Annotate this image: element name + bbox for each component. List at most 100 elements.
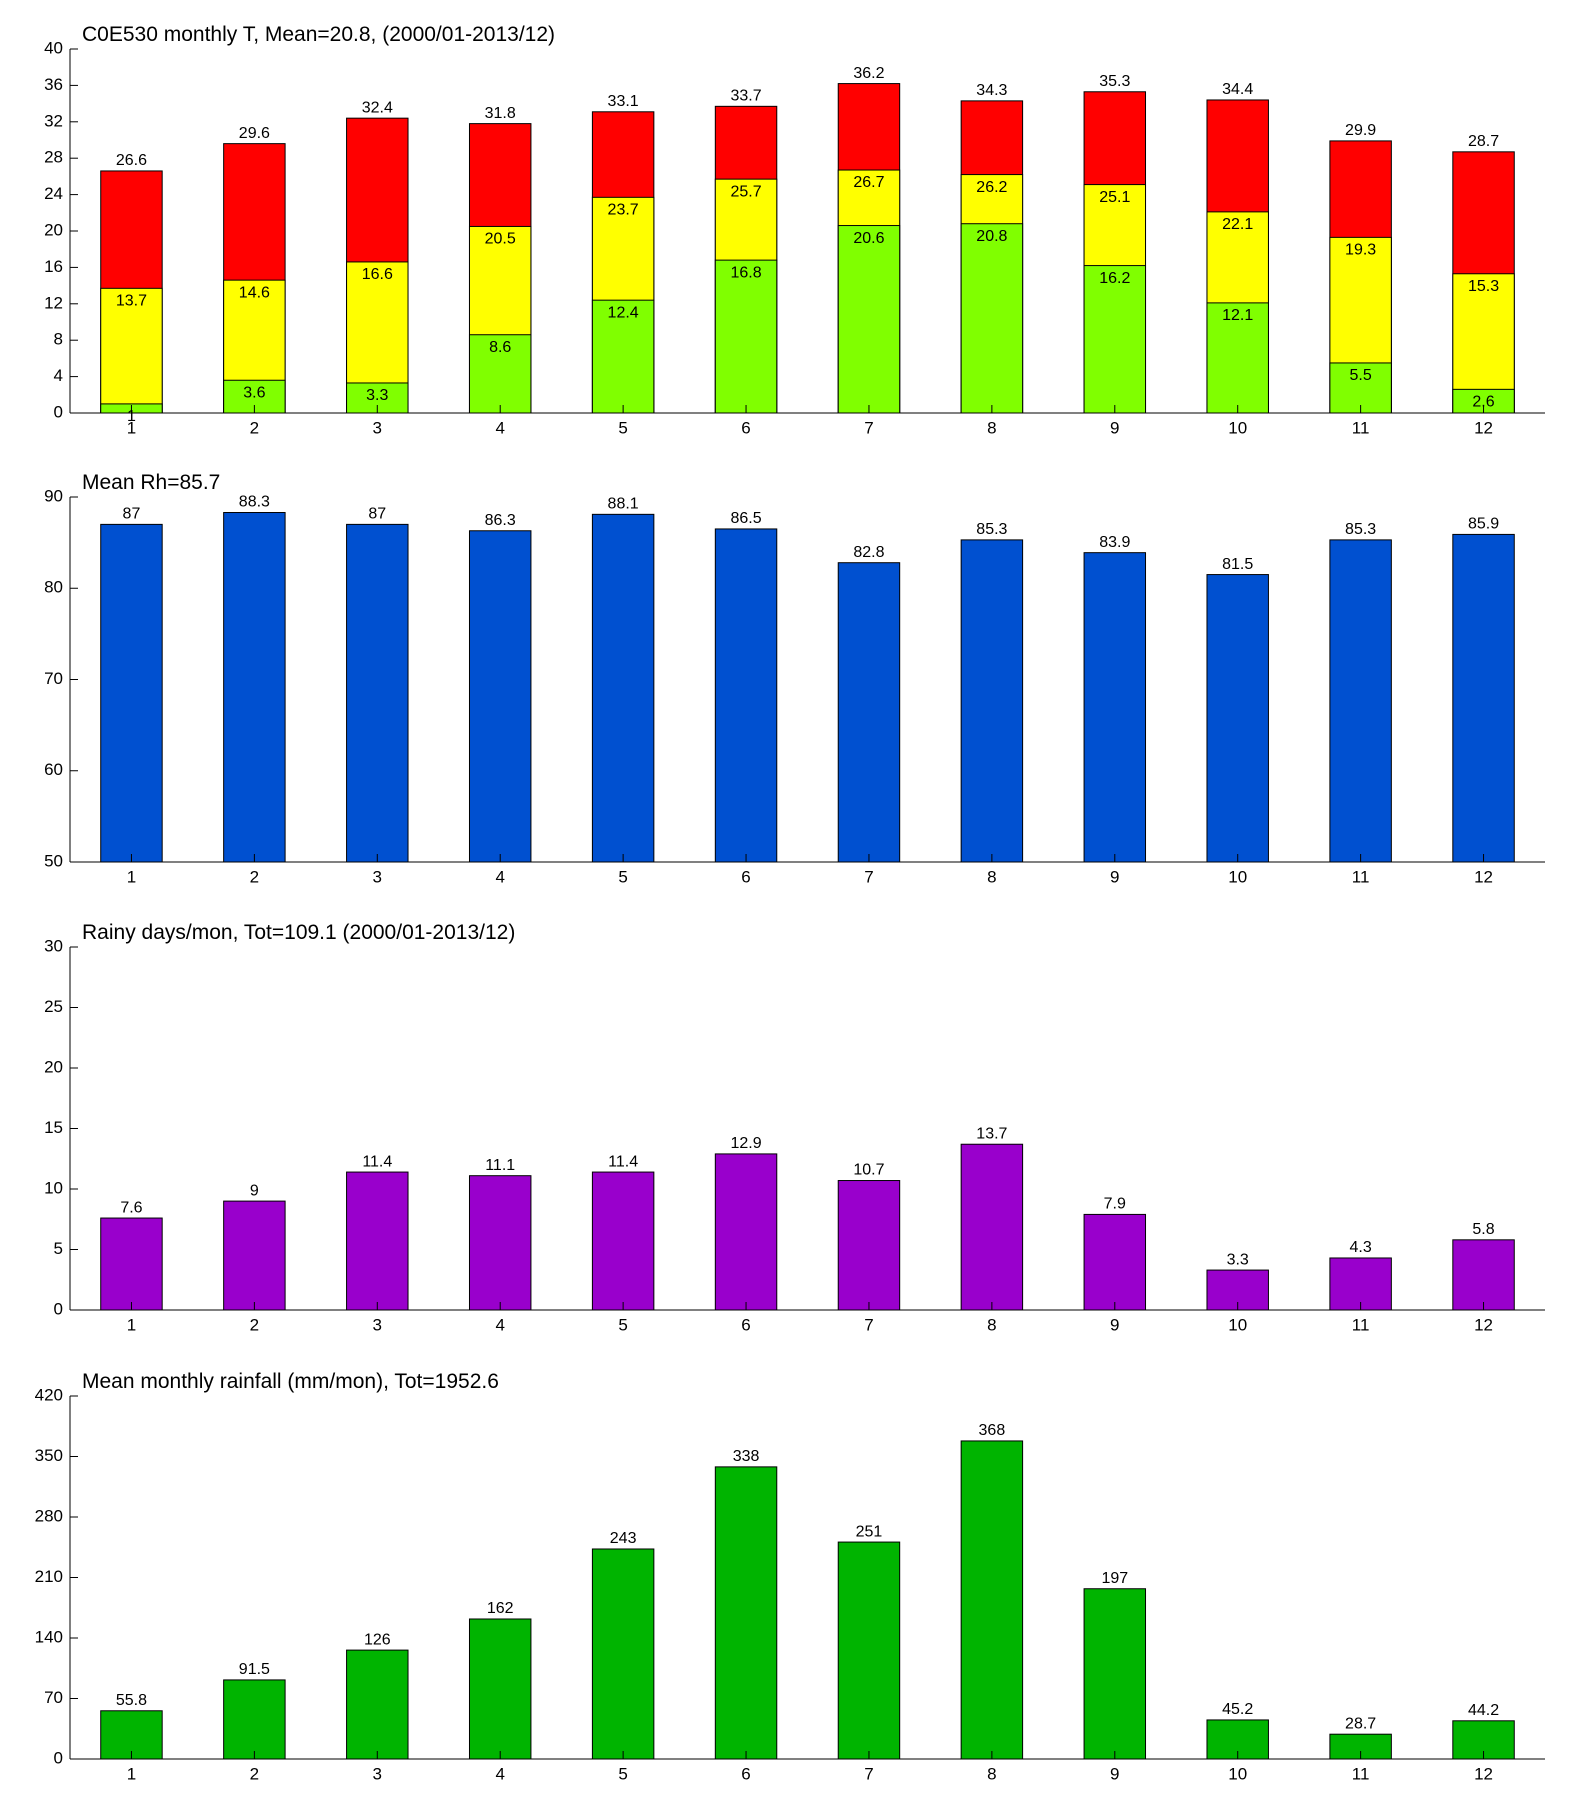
- data-label: 13.7: [976, 1125, 1007, 1142]
- bar: [960, 1440, 1024, 1760]
- x-tick-label: 11: [1352, 418, 1370, 437]
- y-tick-label: 20: [44, 220, 63, 239]
- data-label: 85.9: [1468, 516, 1499, 533]
- data-label: 3.3: [1227, 1251, 1249, 1268]
- bar: [1329, 1257, 1392, 1311]
- x-tick-label: 1: [127, 418, 136, 437]
- bar: [1452, 533, 1515, 863]
- x-tick-label: 11: [1352, 1764, 1370, 1783]
- y-tick-label: 32: [44, 111, 63, 130]
- bar: [468, 530, 532, 863]
- y-tick-label: 12: [44, 293, 63, 312]
- y-tick-label: 28: [44, 148, 63, 167]
- data-label: 7.9: [1104, 1196, 1126, 1213]
- x-tick-label: 7: [864, 418, 873, 437]
- data-label: 8.6: [489, 339, 511, 356]
- x-tick-label: 5: [618, 1315, 627, 1334]
- x-tick-label: 6: [741, 418, 750, 437]
- data-label: 19.3: [1345, 242, 1376, 259]
- bar: [346, 1171, 409, 1311]
- x-tick-label: 4: [495, 418, 504, 437]
- y-tick-label: 16: [44, 257, 63, 276]
- x-tick-label: 4: [495, 1764, 504, 1783]
- y-tick-label: 0: [54, 402, 63, 421]
- x-tick-label: 7: [864, 867, 873, 886]
- bar: [223, 1679, 286, 1760]
- y-tick-label: 20: [44, 1057, 63, 1076]
- x-tick-label: 3: [373, 418, 382, 437]
- data-label: 11.4: [608, 1153, 638, 1170]
- data-label: 33.7: [730, 88, 761, 105]
- data-label: 26.6: [116, 152, 147, 169]
- data-label: 3.6: [243, 384, 265, 401]
- bar: [100, 1710, 163, 1760]
- bar: [100, 287, 163, 414]
- bar: [1329, 362, 1392, 414]
- x-tick-label: 10: [1228, 418, 1247, 437]
- data-label: 16.8: [730, 264, 761, 281]
- data-label: 197: [1101, 1570, 1128, 1587]
- bar: [1083, 1213, 1147, 1311]
- x-tick-label: 1: [127, 867, 136, 886]
- bar: [1329, 539, 1392, 863]
- x-tick-label: 8: [987, 418, 996, 437]
- data-label: 9: [250, 1182, 259, 1199]
- x-tick-label: 10: [1228, 867, 1247, 886]
- bar: [837, 1180, 901, 1311]
- y-tick-label: 25: [44, 997, 63, 1016]
- data-label: 7.6: [120, 1199, 142, 1216]
- x-tick-label: 12: [1474, 867, 1493, 886]
- data-label: 34.4: [1222, 81, 1253, 98]
- data-label: 85.3: [1345, 521, 1376, 538]
- data-label: 12.1: [1222, 307, 1253, 324]
- bar: [960, 1143, 1024, 1311]
- x-tick-label: 7: [864, 1764, 873, 1783]
- chart-title: Rainy days/mon, Tot=109.1 (2000/01-2013/…: [82, 921, 515, 944]
- x-tick-label: 2: [250, 1315, 259, 1334]
- data-label: 20.6: [853, 230, 884, 247]
- data-label: 2.6: [1472, 394, 1494, 411]
- y-tick-label: 210: [35, 1567, 63, 1586]
- x-tick-label: 8: [987, 1764, 996, 1783]
- data-label: 33.1: [608, 93, 639, 110]
- bar: [1452, 1239, 1515, 1311]
- x-tick-label: 10: [1228, 1764, 1247, 1783]
- x-tick-label: 9: [1110, 1315, 1119, 1334]
- x-tick-label: 2: [250, 1764, 259, 1783]
- data-label: 25.1: [1099, 189, 1130, 206]
- x-tick-label: 9: [1110, 418, 1119, 437]
- bar: [346, 1649, 409, 1760]
- bar: [591, 299, 655, 414]
- x-tick-label: 11: [1352, 1315, 1370, 1334]
- data-label: 44.2: [1468, 1702, 1499, 1719]
- x-tick-label: 1: [127, 1315, 136, 1334]
- x-tick-label: 6: [741, 1315, 750, 1334]
- chart-title: C0E530 monthly T, Mean=20.8, (2000/01-20…: [82, 23, 555, 46]
- y-tick-label: 4: [54, 366, 63, 385]
- x-tick-label: 7: [864, 1315, 873, 1334]
- y-tick-label: 40: [44, 38, 63, 57]
- y-tick-label: 5: [54, 1239, 63, 1258]
- x-tick-label: 5: [618, 418, 627, 437]
- bar: [1083, 1588, 1147, 1760]
- x-tick-label: 3: [373, 867, 382, 886]
- data-label: 34.3: [976, 82, 1007, 99]
- data-label: 86.3: [485, 512, 516, 529]
- bar: [223, 1200, 286, 1311]
- data-label: 87: [368, 506, 386, 523]
- data-label: 23.7: [608, 202, 639, 219]
- y-tick-label: 50: [44, 851, 63, 870]
- data-label: 338: [733, 1448, 760, 1465]
- data-label: 243: [610, 1530, 637, 1547]
- x-tick-label: 4: [495, 1315, 504, 1334]
- bar: [837, 562, 901, 863]
- data-label: 16.2: [1099, 270, 1130, 287]
- x-tick-label: 8: [987, 867, 996, 886]
- data-label: 12.9: [730, 1135, 761, 1152]
- x-tick-label: 2: [250, 418, 259, 437]
- y-tick-label: 350: [35, 1446, 63, 1465]
- x-tick-label: 1: [127, 1764, 136, 1783]
- y-tick-label: 0: [54, 1748, 63, 1767]
- data-label: 31.8: [485, 105, 516, 122]
- data-label: 35.3: [1099, 73, 1130, 90]
